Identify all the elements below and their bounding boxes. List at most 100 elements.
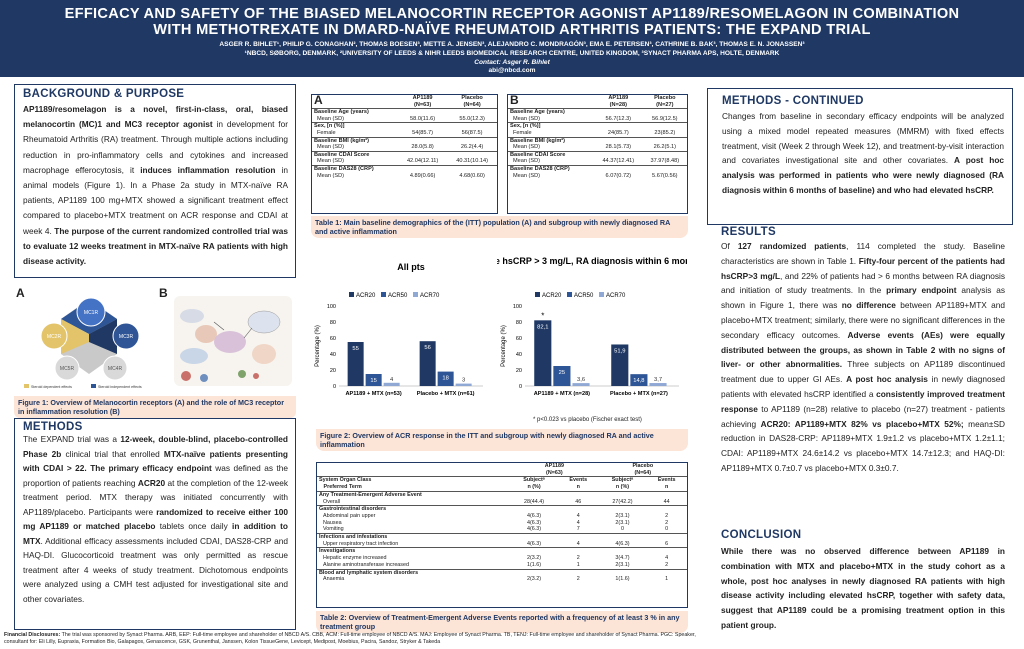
row-header-label: Baseline BMI (kg/m²) <box>508 136 687 145</box>
table2-cell-p <box>598 505 647 513</box>
bar-acr70 <box>649 383 667 386</box>
y-tick-label: 60 <box>330 336 336 342</box>
row-value-placebo: 26.2(4.4) <box>460 144 484 151</box>
table2-cell-a: 4(6.3) <box>527 526 542 533</box>
table2-cell-l: Nausea <box>323 519 342 526</box>
row-value-placebo: 23(85.2) <box>654 129 676 136</box>
table2-cell-p <box>598 568 647 577</box>
y-tick-label: 100 <box>513 304 522 310</box>
methods-section: METHODS The EXPAND trial was a 12-week, … <box>14 418 296 630</box>
figure2: All pts ACR20 ACR50 ACR70 0 20 40 60 80 100 Percen… <box>311 254 688 426</box>
row-value-placebo: 55.0(12.3) <box>459 115 485 122</box>
table2-cell-ae <box>557 547 599 556</box>
table1-a-row: Mean (SD) 42.04(12.11) 40.31(10.14) <box>312 158 497 165</box>
y-tick-label: 20 <box>516 368 522 374</box>
table1-b-row-header: Baseline DAS28 (CRP) <box>508 164 687 173</box>
table1-a-grid: A AP1189 (N=63) Placebo (N=64) Baseline Age … <box>312 94 497 180</box>
footnote-star: * <box>533 417 536 423</box>
methods-t4: at the completion of the 12-week treatme… <box>23 477 288 517</box>
table2-cell-p: 27(42.2) <box>612 498 633 505</box>
row-value-ap: 4.89(0.66) <box>409 172 436 179</box>
table2-cell-pe <box>646 547 687 556</box>
results-heading: RESULTS <box>721 226 776 238</box>
background-text: AP1189/resomelagon is a novel, first-in-… <box>23 102 288 269</box>
table2-cell-ae: 1 <box>576 561 580 568</box>
poster-title-line2: WITH METHOTREXATE IN DMARD-NAÏVE RHEUMAT… <box>153 22 871 38</box>
figure1-label-b: B <box>159 286 168 300</box>
table1-b-row-header: Baseline Age (years) <box>508 108 687 116</box>
legend-swatch <box>535 292 540 297</box>
methods-b2: MTX-naïve patients presenting with CDAI … <box>23 448 289 474</box>
table2-cell-p: 4(6.3) <box>615 540 630 547</box>
bar-acr50 <box>365 374 382 386</box>
footnote-text: p<0.023 vs placebo (Fischer exact test) <box>537 417 642 423</box>
table2-cell-a: 28(44.4) <box>524 498 545 505</box>
table2-term-row: Alanine aminotransferase increased 1(1.6)… <box>317 562 687 569</box>
table2-cell-p: 0 <box>620 526 624 533</box>
bar-acr50 <box>553 366 571 386</box>
t2-col-ap: AP1189 (N=63) <box>544 463 564 476</box>
table1-b-col2: Placebo (N=27) <box>654 95 676 108</box>
row-value-placebo: 56.9(12.5) <box>652 115 678 122</box>
row-header-label: Sex, [n (%)] <box>312 122 497 130</box>
table2-cell-pe: 2 <box>665 519 669 526</box>
mc2-label: MC2R <box>47 334 62 340</box>
table2-cell-pe <box>646 505 687 513</box>
y-tick-label: 80 <box>516 320 522 326</box>
methods-b3: The primary efficacy endpoint <box>86 463 212 473</box>
table2-cell-ae <box>557 505 599 513</box>
t2-soc: System Organ Class Preferred Term <box>317 476 511 492</box>
table2-cell-p: 1(1.6) <box>615 576 630 583</box>
table2-cell-pe: 4 <box>665 555 669 562</box>
table2-cell-l: Hepatic enzyme increased <box>323 555 387 562</box>
table2-caption: Table 2: Overview of Treatment-Emergent … <box>316 611 688 633</box>
contact: Contact: Asger R. Bihlet <box>474 59 550 66</box>
bar-data-label: 3,6 <box>577 377 585 383</box>
x-category-label: AP1189 + MTX (n=53) <box>345 391 401 397</box>
table1-b-row: Mean (SD) 6.07(0.72) 5.67(0.56) <box>508 173 687 180</box>
affiliations: ¹NBCD, SØBORG, DENMARK, ²UNIVERSITY OF L… <box>244 50 780 57</box>
table2-cell-p <box>598 547 647 556</box>
conclusion-text: While there was no observed difference b… <box>721 546 1005 630</box>
table2-cell-l: Gastrointestinal disorders <box>317 505 511 513</box>
methods-t3: was defined as the proportion of patient… <box>23 463 288 488</box>
figure2-footnote: * p<0.023 vs placebo (Fischer exact test… <box>533 417 642 423</box>
table2-term-row: Vomiting 4(6.3) 7 0 0 <box>317 526 687 533</box>
row-stat-label: Mean (SD) <box>317 172 345 179</box>
y-tick-label: 20 <box>330 368 336 374</box>
table1-b: B AP1189 (N=28) Placebo (N=27) Baseline Age … <box>507 94 688 214</box>
background-bold-3: The purpose of the current randomized co… <box>23 225 288 267</box>
background-heading: BACKGROUND & PURPOSE <box>23 88 185 100</box>
y-tick-label: 40 <box>516 352 522 358</box>
legend-swatch <box>599 292 604 297</box>
row-stat-label: Mean (SD) <box>513 158 541 165</box>
chart-title: All pts <box>397 262 425 272</box>
legend-label: ACR20 <box>356 293 376 299</box>
legend-label: ACR70 <box>606 293 626 299</box>
chart-title: Baseline hsCRP > 3 mg/L, RA diagnosis wi… <box>497 256 687 266</box>
row-header-label: Baseline CDAI Score <box>508 150 687 159</box>
y-axis-label: Percentage (%) <box>501 325 507 367</box>
figure1: A B MC1R MC3R MC2R MC5R MC4R Steroid dep… <box>14 286 296 396</box>
row-value-ap: 42.04(12.11) <box>406 158 439 165</box>
results-section: RESULTS Of 127 randomized patients, 114 … <box>707 226 1013 526</box>
methods-t6: . Additional efficacy assessments includ… <box>23 535 288 604</box>
y-tick-label: 40 <box>330 352 336 358</box>
legend-steroid-independent: Steroid independent effects <box>98 385 142 389</box>
table2-cell-pe: 44 <box>663 498 670 505</box>
row-value-placebo: 4.68(0.60) <box>459 172 485 179</box>
row-value-placebo: 56(87.5) <box>461 129 483 136</box>
bar-acr20 <box>534 320 552 386</box>
bar-data-label: 55 <box>352 346 358 352</box>
table1-a-row: Mean (SD) 4.89(0.66) 4.68(0.60) <box>312 173 497 180</box>
table2-term-row: Hepatic enzyme increased 2(3.2) 2 3(4.7) 4 <box>317 555 687 562</box>
table1-a-row: Mean (SD) 58.0(11.6) 55.0(12.3) <box>312 116 497 123</box>
conclusion-heading: CONCLUSION <box>721 529 802 541</box>
contact-email: abi@nbcd.com <box>488 67 536 74</box>
results-text: Of 127 randomized patients, 114 complete… <box>721 241 1006 473</box>
table1-a-row-header: Baseline DAS28 (CRP) <box>312 164 497 173</box>
legend-label: ACR70 <box>420 293 440 299</box>
table2-cell-pe: 2 <box>665 561 669 568</box>
row-stat-label: Mean (SD) <box>513 172 541 179</box>
x-category-label: AP1189 + MTX (n=28) <box>534 391 590 397</box>
